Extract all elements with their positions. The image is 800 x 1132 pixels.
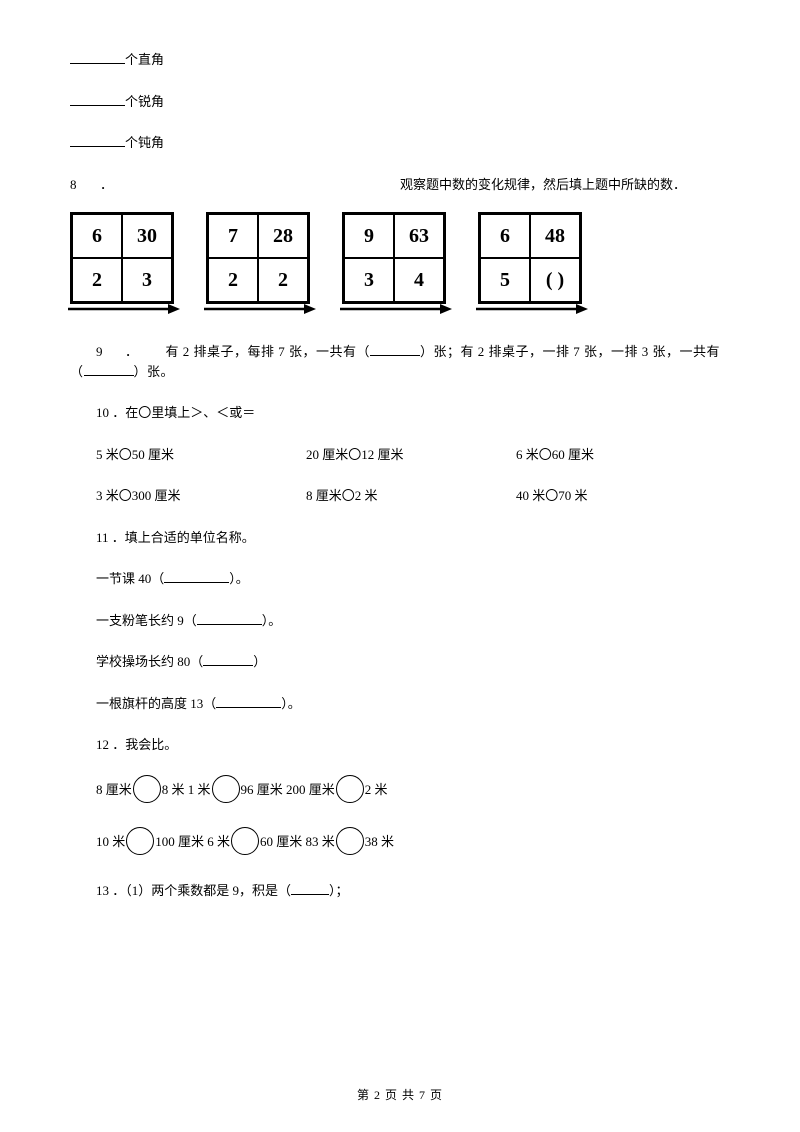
grid-4: 6 48 5 ( ) — [478, 212, 582, 322]
q8-num: 8 — [70, 175, 100, 195]
q11b-suf: ）。 — [262, 613, 282, 628]
q9-t1: 有 2 排桌子，每排 7 张，一共有（ — [166, 344, 371, 359]
circle-icon — [336, 775, 364, 803]
q10-r1: 5 米〇50 厘米 20 厘米〇12 厘米 6 米〇60 厘米 — [70, 445, 730, 465]
arrow-icon — [68, 302, 180, 316]
q12-r2-a3: 60 厘米 83 米 — [260, 833, 335, 848]
grid-2: 7 28 2 2 — [206, 212, 310, 322]
q10-r1a: 5 米〇50 厘米 — [70, 445, 280, 465]
q8-header: 8 ． 观察题中数的变化规律，然后填上题中所缺的数． — [70, 175, 730, 195]
q7b-text: 个锐角 — [125, 94, 164, 109]
circle-icon — [126, 827, 154, 855]
q13-t2: ）； — [329, 883, 349, 898]
q12-r1-a4: 2 米 — [365, 781, 388, 796]
q8-grids: 6 30 2 3 7 28 2 2 9 63 3 4 6 48 5 ( ) — [70, 212, 730, 322]
q12-r1: 8 厘米 8 米 1 米 96 厘米 200 厘米 2 米 — [70, 777, 730, 805]
cell: 3 — [122, 258, 172, 302]
q12-r2-a4: 38 米 — [365, 833, 394, 848]
page-footer: 第 2 页 共 7 页 — [0, 1086, 800, 1104]
q12-r1-a2: 8 米 1 米 — [162, 781, 211, 796]
grid-1: 6 30 2 3 — [70, 212, 174, 322]
q9-dot: ． — [102, 342, 162, 362]
q11-title: 11 ．填上合适的单位名称。 — [70, 528, 730, 548]
cell: 5 — [480, 258, 530, 302]
grid-3: 9 63 3 4 — [342, 212, 446, 322]
q11d-pre: 一根旗杆的高度 13（ — [96, 696, 216, 711]
q11d-suf: ）。 — [281, 696, 301, 711]
q10-r1b: 20 厘米〇12 厘米 — [280, 445, 490, 465]
q12-r2-a2: 100 厘米 6 米 — [155, 833, 230, 848]
cell: 9 — [344, 214, 394, 258]
q10-r2a: 3 米〇300 厘米 — [70, 486, 280, 506]
q12-r2-a1: 10 米 — [96, 833, 125, 848]
arrow-icon — [476, 302, 588, 316]
q12-title: 12 ．我会比。 — [70, 735, 730, 755]
cell: 6 — [480, 214, 530, 258]
q10-r2b: 8 厘米〇2 米 — [280, 486, 490, 506]
q13-t1: 13 ．（1）两个乘数都是 9，积是（ — [96, 883, 291, 898]
cell: ( ) — [530, 258, 580, 302]
arrow-icon — [204, 302, 316, 316]
cell: 3 — [344, 258, 394, 302]
cell: 2 — [258, 258, 308, 302]
q12-r1-a3: 96 厘米 200 厘米 — [241, 781, 335, 796]
cell: 2 — [72, 258, 122, 302]
arrow-icon — [340, 302, 452, 316]
cell: 4 — [394, 258, 444, 302]
cell: 63 — [394, 214, 444, 258]
q13: 13 ．（1）两个乘数都是 9，积是（ ）； — [70, 881, 730, 901]
q9-t2: ）张；有 2 排桌子，一排 7 张，一排 3 张，一共有 — [420, 344, 720, 359]
cell: 28 — [258, 214, 308, 258]
circle-icon — [133, 775, 161, 803]
q11a-pre: 一节课 40（ — [96, 571, 164, 586]
circle-icon — [231, 827, 259, 855]
q11a-suf: ）。 — [229, 571, 249, 586]
q10-r1c: 6 米〇60 厘米 — [490, 445, 670, 465]
q10-r2: 3 米〇300 厘米 8 厘米〇2 米 40 米〇70 米 — [70, 486, 730, 506]
q8-dot: ． — [100, 175, 400, 195]
q9-num: 9 — [70, 342, 98, 362]
q11b-pre: 一支粉笔长约 9（ — [96, 613, 197, 628]
q12-r1-a1: 8 厘米 — [96, 781, 132, 796]
cell: 48 — [530, 214, 580, 258]
q9-t4: ）张。 — [134, 364, 175, 379]
q11c-pre: 学校操场长约 80（ — [96, 654, 203, 669]
cell: 7 — [208, 214, 258, 258]
q11c-suf: ） — [253, 654, 266, 669]
q10-title: 10 ．在〇里填上＞、＜或＝ — [70, 403, 730, 423]
circle-icon — [212, 775, 240, 803]
circle-icon — [336, 827, 364, 855]
cell: 2 — [208, 258, 258, 302]
q9: 9 ． 有 2 排桌子，每排 7 张，一共有（ ）张；有 2 排桌子，一排 7 张… — [70, 342, 730, 381]
q9-t3: （ — [70, 364, 84, 379]
q7a-text: 个直角 — [125, 52, 164, 67]
q10-r2c: 40 米〇70 米 — [490, 486, 670, 506]
q12-r2: 10 米 100 厘米 6 米 60 厘米 83 米 38 米 — [70, 829, 730, 857]
cell: 30 — [122, 214, 172, 258]
q7c-text: 个钝角 — [125, 135, 164, 150]
cell: 6 — [72, 214, 122, 258]
q8-text: 观察题中数的变化规律，然后填上题中所缺的数． — [400, 175, 686, 195]
